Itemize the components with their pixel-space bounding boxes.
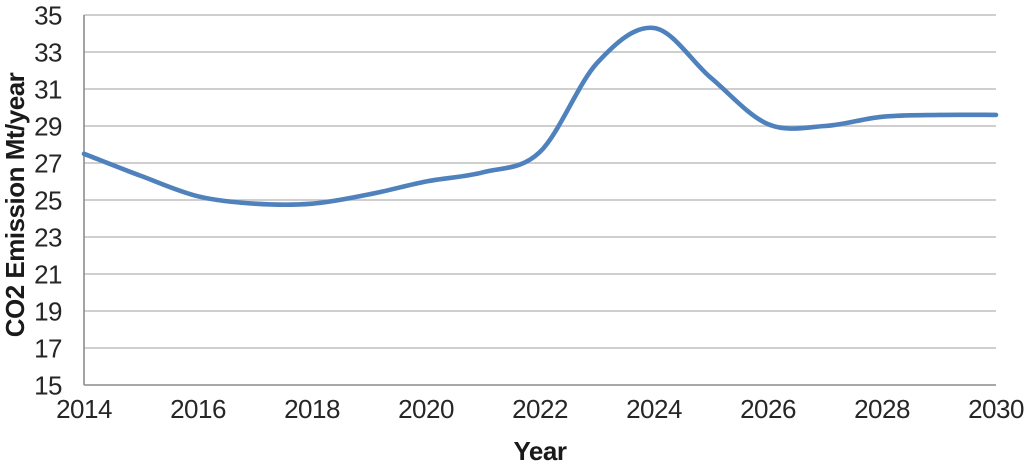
x-tick-label: 2026 xyxy=(740,394,796,424)
y-axis-title: CO2 Emission Mt/year xyxy=(0,72,30,337)
y-tick-label: 15 xyxy=(34,371,62,401)
y-tick-label: 31 xyxy=(34,75,62,105)
y-tick-label: 17 xyxy=(34,334,62,364)
x-axis-tick-labels: 2014 2016 2018 2020 2022 2024 2026 2028 2030 xyxy=(56,394,1024,424)
y-axis-tick-labels: 15 17 19 21 23 25 27 29 31 33 35 xyxy=(34,1,62,401)
y-tick-label: 27 xyxy=(34,149,62,179)
y-tick-label: 21 xyxy=(34,260,62,290)
x-tick-label: 2014 xyxy=(56,394,112,424)
co2-emission-series-line xyxy=(81,25,999,208)
x-tick-label: 2016 xyxy=(170,394,226,424)
axis-lines xyxy=(83,15,996,386)
y-tick-label: 23 xyxy=(34,223,62,253)
y-tick-label: 33 xyxy=(34,38,62,68)
x-tick-label: 2020 xyxy=(398,394,454,424)
x-tick-label: 2028 xyxy=(854,394,910,424)
x-tick-label: 2022 xyxy=(512,394,568,424)
y-tick-label: 25 xyxy=(34,186,62,216)
y-tick-label: 19 xyxy=(34,297,62,327)
x-tick-label: 2030 xyxy=(968,394,1024,424)
x-axis-title: Year xyxy=(514,436,567,466)
x-tick-label: 2024 xyxy=(626,394,682,424)
y-tick-label: 29 xyxy=(34,112,62,142)
x-tick-label: 2018 xyxy=(284,394,340,424)
y-tick-label: 35 xyxy=(34,1,62,31)
gridlines xyxy=(84,14,996,349)
